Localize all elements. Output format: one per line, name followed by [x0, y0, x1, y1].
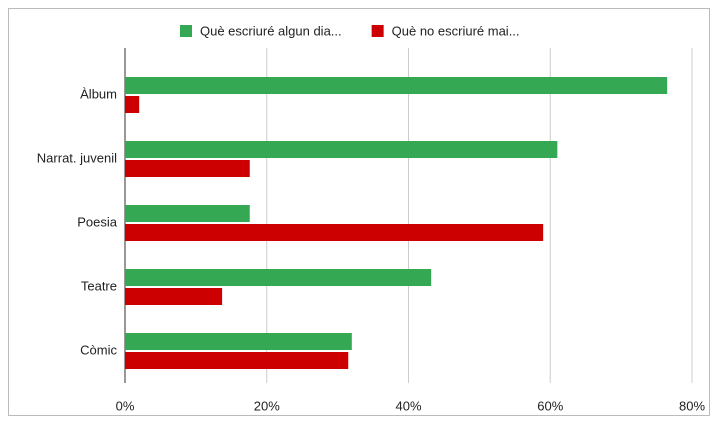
- x-tick-label: 60%: [537, 398, 563, 413]
- bar: [125, 333, 352, 350]
- bar: [125, 160, 250, 177]
- bar: [125, 96, 140, 113]
- x-tick-label: 80%: [679, 398, 705, 413]
- y-tick-label: Poesia: [77, 214, 118, 229]
- legend-label: Què escriuré algun dia...: [200, 23, 342, 38]
- bar: [125, 269, 432, 286]
- bar: [125, 224, 544, 241]
- bar: [125, 77, 668, 94]
- x-tick-label: 0%: [116, 398, 135, 413]
- y-tick-label: Narrat. juvenil: [37, 150, 117, 165]
- y-tick-label: Àlbum: [80, 86, 117, 101]
- bar: [125, 352, 349, 369]
- bar: [125, 141, 558, 158]
- y-tick-label: Teatre: [81, 278, 117, 293]
- chart-frame: [8, 8, 710, 416]
- x-tick-label: 40%: [395, 398, 421, 413]
- bar: [125, 205, 250, 222]
- legend-swatch: [180, 25, 192, 37]
- x-tick-label: 20%: [254, 398, 280, 413]
- bar: [125, 288, 223, 305]
- y-tick-label: Còmic: [80, 342, 117, 357]
- legend-label: Què no escriuré mai...: [392, 23, 520, 38]
- legend-swatch: [371, 25, 384, 37]
